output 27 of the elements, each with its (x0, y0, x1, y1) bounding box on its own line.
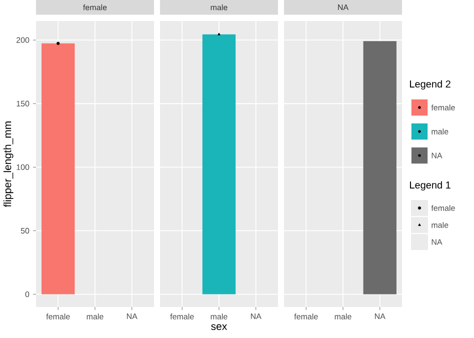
x-tick-label: male (334, 314, 352, 320)
chart-title: male (210, 4, 228, 10)
legend-label: male (432, 222, 448, 228)
legend-label: NA (432, 152, 442, 158)
legend-label: male (432, 128, 448, 134)
chart-title: female (83, 4, 107, 10)
y-tick-label: 0 (25, 291, 30, 298)
y-tick-label: 200 (16, 37, 30, 43)
y-tick-label: 150 (16, 100, 30, 106)
y-axis-title: flipper_length_mm (3, 122, 14, 208)
x-tick-label: NA (250, 314, 262, 320)
x-tick-label: female (46, 314, 70, 320)
x-tick-label: male (210, 314, 228, 320)
x-tick-label: NA (126, 314, 138, 320)
legend-label: female (431, 205, 455, 211)
legend-label: female (431, 104, 455, 110)
x-tick-label: NA (374, 314, 386, 320)
legend-title: Legend 1 (410, 181, 450, 191)
legend-label: NA (432, 239, 442, 245)
y-tick-label: 50 (20, 228, 30, 234)
x-tick-label: female (294, 314, 318, 320)
x-axis-title: sex (211, 324, 228, 330)
chart-title: NA (338, 4, 349, 10)
legend-title: Legend 2 (410, 80, 450, 90)
x-tick-label: female (170, 314, 194, 320)
x-tick-label: male (86, 314, 104, 320)
y-tick-label: 100 (16, 164, 30, 170)
